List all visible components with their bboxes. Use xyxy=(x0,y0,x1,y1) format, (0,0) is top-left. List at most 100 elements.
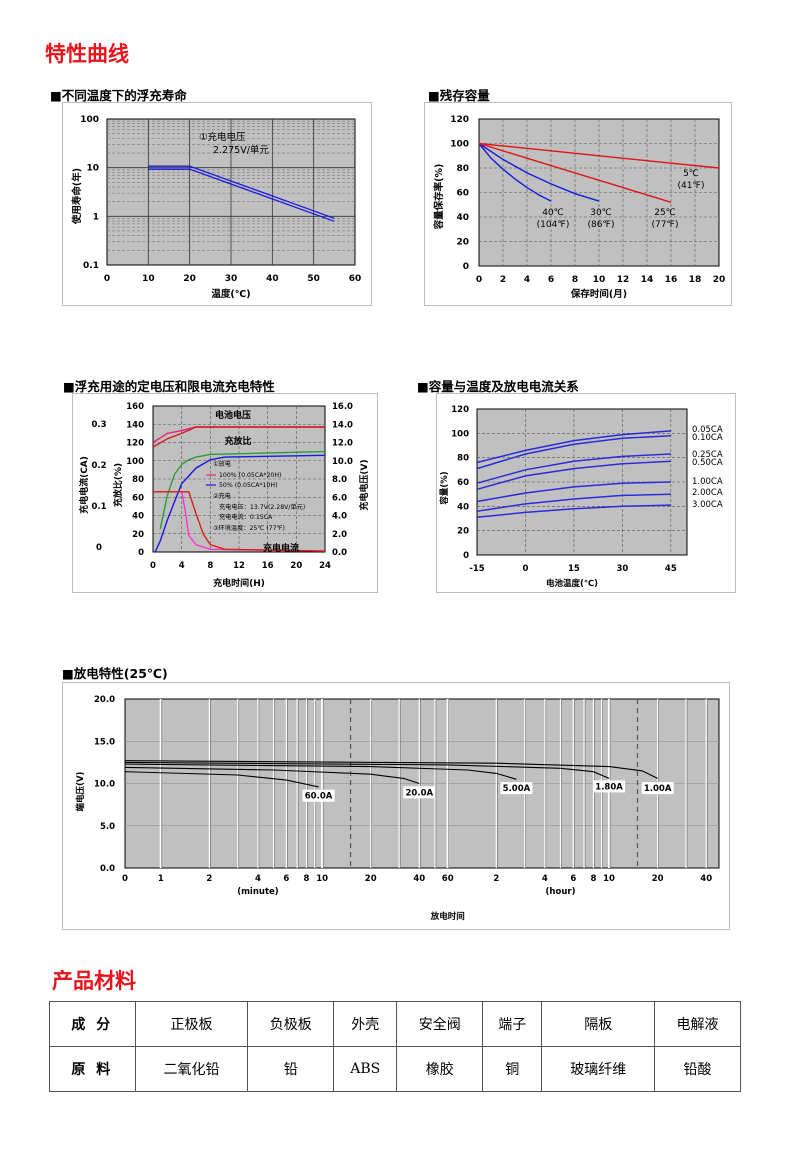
tick-label: 10.0 xyxy=(332,457,353,467)
tick-label: 80 xyxy=(457,454,469,464)
tick-label: 16 xyxy=(665,275,678,285)
tick-label: 120 xyxy=(451,405,469,415)
series-label: 20.0A xyxy=(406,788,434,798)
tick-label: 30 xyxy=(225,274,238,284)
tick-label: 40 xyxy=(456,213,469,223)
tick-label: 12 xyxy=(233,561,245,571)
tick-label: 45 xyxy=(665,564,677,574)
tick-label: 20 xyxy=(457,527,469,537)
tick-label: 10 xyxy=(593,275,606,285)
tick-label: 140 xyxy=(126,420,144,430)
series-line xyxy=(476,430,671,464)
series-label: 25℃ xyxy=(654,208,676,218)
panel-capacity-temp: 0 20 40 60 80 100 120 -15 0 15 30 45 0.05CA 0.10CA 0.2… xyxy=(436,393,736,593)
label-box xyxy=(500,782,533,795)
tick-label: 20 xyxy=(713,275,726,285)
table-cell: 橡胶 xyxy=(396,1046,484,1092)
series-line xyxy=(478,142,600,202)
table-cell: 玻璃纤维 xyxy=(541,1046,656,1092)
series-label: (86℉) xyxy=(587,220,614,230)
tick-label: 8 xyxy=(572,275,578,285)
chart-title-discharge: ■放电特性(25℃) xyxy=(62,666,168,681)
table-cell: 安全阀 xyxy=(396,1001,484,1047)
chart-title-float-charge: ■浮充用途的定电压和限电流充电特性 xyxy=(63,379,275,394)
tick-label: 40 xyxy=(457,502,469,512)
legend-line: 50% (0.05CA*10H) xyxy=(219,482,278,489)
label-box xyxy=(302,789,335,802)
tick-label: 4.0 xyxy=(332,512,347,522)
y-axis-label: 使用寿命(年) xyxy=(71,168,83,225)
label-box xyxy=(403,786,436,799)
legend-line: ①放电 xyxy=(213,460,231,468)
tick-label: 4 xyxy=(542,874,548,884)
tick-label: 6 xyxy=(283,874,289,884)
chart-title-residual: ■残存容量 xyxy=(428,88,490,103)
series-line xyxy=(476,453,671,484)
tick-label: 0.2 xyxy=(91,461,106,471)
series-label: 0.50CA xyxy=(692,458,723,468)
series-label: (104℉) xyxy=(537,220,570,230)
series-line xyxy=(476,481,671,503)
tick-label: 0 xyxy=(104,274,110,284)
table-cell: 端子 xyxy=(482,1001,543,1047)
tick-label: 40 xyxy=(700,874,712,884)
tick-label: 16 xyxy=(262,561,274,571)
table-cell: 正极板 xyxy=(134,1001,249,1047)
tick-label: 0 xyxy=(150,561,156,571)
label-box xyxy=(641,782,674,795)
tick-label: 4 xyxy=(179,561,185,571)
tick-label: -15 xyxy=(469,564,484,574)
table-row: 原 料 二氧化铅 铅 ABS 橡胶 铜 玻璃纤维 铅酸 xyxy=(49,1046,741,1092)
table-cell: 电解液 xyxy=(654,1001,741,1047)
series-label: 3.00CA xyxy=(692,500,723,510)
tick-label: 100 xyxy=(450,140,469,150)
tick-label: 16.0 xyxy=(332,402,353,412)
tick-label: 60 xyxy=(132,493,144,503)
series-label: 5.00A xyxy=(503,784,531,794)
tick-label: 2 xyxy=(493,874,499,884)
series-line xyxy=(476,493,671,512)
tick-label: 0 xyxy=(463,262,469,272)
tick-label: 6 xyxy=(548,275,554,285)
panel-float-life: 0.1 1 10 100 0 10 20 30 40 50 60 ①充电电压 2.275V/单元 温度(℃… xyxy=(62,102,372,306)
tick-label: 20 xyxy=(183,274,196,284)
series-line xyxy=(478,142,672,203)
materials-table: 成 分 正极板 负极板 外壳 安全阀 端子 隔板 电解液 原 料 二氧化铅 铅 … xyxy=(49,1001,741,1092)
tick-label: 0 xyxy=(138,548,144,558)
tick-label: 40 xyxy=(266,274,279,284)
x-axis-label: 放电时间 xyxy=(430,911,465,922)
series-label: 1.00CA xyxy=(692,477,723,487)
tick-label: 6.0 xyxy=(332,493,347,503)
tick-label: 10 xyxy=(316,874,328,884)
tick-label: 24 xyxy=(319,561,331,571)
annotation: ①充电电压 xyxy=(199,131,246,143)
tick-label: 80 xyxy=(132,475,144,485)
series-line xyxy=(148,168,335,222)
section-title-curves: 特性曲线 xyxy=(45,41,129,66)
series-label: 5℃ xyxy=(683,169,699,179)
section-title-materials: 产品材料 xyxy=(52,968,136,993)
series-line xyxy=(478,142,720,169)
tick-label: 10 xyxy=(142,274,155,284)
tick-label: 40 xyxy=(413,874,425,884)
tick-label: 12 xyxy=(617,275,630,285)
y-axis-label: 端电压(V) xyxy=(75,771,86,811)
tick-label: 80 xyxy=(456,164,469,174)
series-line xyxy=(154,454,326,553)
x-axis-label: 充电时间(H) xyxy=(213,577,265,589)
table-cell: 隔板 xyxy=(541,1001,656,1047)
table-cell: 铜 xyxy=(482,1046,543,1092)
table-cell: 铅 xyxy=(247,1046,335,1092)
series-line xyxy=(124,771,319,788)
x-axis-label: 电池温度(℃) xyxy=(546,578,598,589)
tick-label: 0 xyxy=(96,543,102,553)
y-axis-label: 充电电流(CA) xyxy=(78,456,90,514)
y-axis-label: 容量保存率(%) xyxy=(433,164,445,231)
tick-label: 60 xyxy=(349,274,362,284)
tick-label: 6 xyxy=(570,874,576,884)
tick-label: 60 xyxy=(456,189,469,199)
series-line xyxy=(476,435,671,470)
tick-label: 30 xyxy=(616,564,628,574)
x-unit-label: (minute) xyxy=(237,887,279,897)
tick-label: 100 xyxy=(451,429,469,439)
